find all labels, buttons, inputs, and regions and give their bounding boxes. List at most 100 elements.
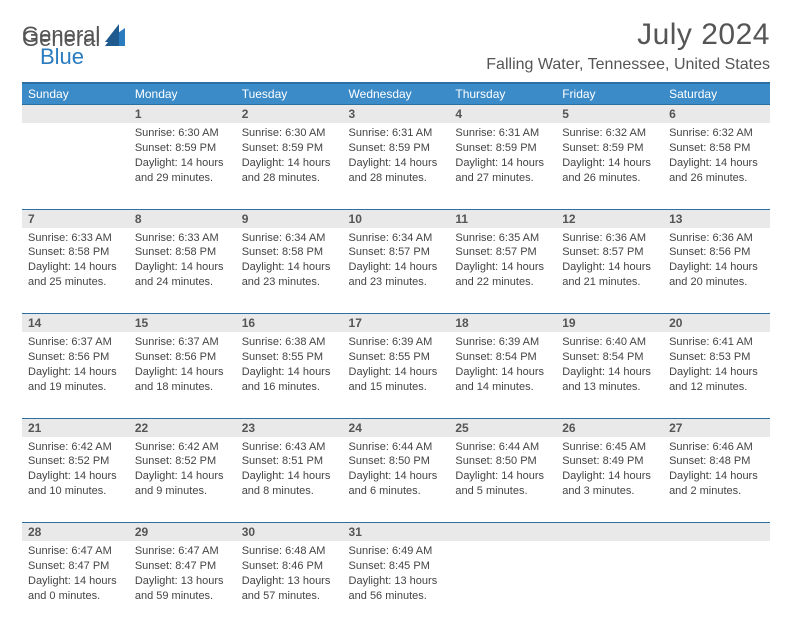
day-content: Sunrise: 6:30 AMSunset: 8:59 PMDaylight:… (236, 123, 343, 191)
day-content: Sunrise: 6:42 AMSunset: 8:52 PMDaylight:… (129, 437, 236, 505)
sunrise-text: Sunrise: 6:34 AM (242, 231, 337, 246)
daynum-cell: 19 (556, 314, 663, 333)
day-number: 20 (663, 314, 770, 332)
daynum-cell: 11 (449, 209, 556, 228)
day-cell: Sunrise: 6:47 AMSunset: 8:47 PMDaylight:… (22, 541, 129, 627)
daynum-cell: 22 (129, 418, 236, 437)
daynum-cell: 1 (129, 105, 236, 124)
day-content: Sunrise: 6:47 AMSunset: 8:47 PMDaylight:… (22, 541, 129, 609)
daylight-text: Daylight: 14 hours and 26 minutes. (669, 156, 764, 186)
sunset-text: Sunset: 8:55 PM (349, 350, 444, 365)
daynum-cell: 21 (22, 418, 129, 437)
day-cell: Sunrise: 6:49 AMSunset: 8:45 PMDaylight:… (343, 541, 450, 627)
sunset-text: Sunset: 8:56 PM (135, 350, 230, 365)
day-content: Sunrise: 6:41 AMSunset: 8:53 PMDaylight:… (663, 332, 770, 400)
day-content: Sunrise: 6:39 AMSunset: 8:55 PMDaylight:… (343, 332, 450, 400)
day-cell: Sunrise: 6:39 AMSunset: 8:54 PMDaylight:… (449, 332, 556, 418)
sunset-text: Sunset: 8:58 PM (135, 245, 230, 260)
sunset-text: Sunset: 8:57 PM (349, 245, 444, 260)
day-cell: Sunrise: 6:44 AMSunset: 8:50 PMDaylight:… (449, 437, 556, 523)
sunrise-text: Sunrise: 6:33 AM (28, 231, 123, 246)
daynum-cell: 30 (236, 523, 343, 542)
day-number: 12 (556, 210, 663, 228)
day-cell (449, 541, 556, 627)
day-number: 17 (343, 314, 450, 332)
daylight-text: Daylight: 14 hours and 0 minutes. (28, 574, 123, 604)
day-cell: Sunrise: 6:40 AMSunset: 8:54 PMDaylight:… (556, 332, 663, 418)
day-content: Sunrise: 6:38 AMSunset: 8:55 PMDaylight:… (236, 332, 343, 400)
sunset-text: Sunset: 8:59 PM (562, 141, 657, 156)
sunrise-text: Sunrise: 6:36 AM (562, 231, 657, 246)
daynum-cell: 13 (663, 209, 770, 228)
day-cell: Sunrise: 6:35 AMSunset: 8:57 PMDaylight:… (449, 228, 556, 314)
day-cell: Sunrise: 6:32 AMSunset: 8:59 PMDaylight:… (556, 123, 663, 209)
day-cell: Sunrise: 6:44 AMSunset: 8:50 PMDaylight:… (343, 437, 450, 523)
sunrise-text: Sunrise: 6:33 AM (135, 231, 230, 246)
day-header: Thursday (449, 83, 556, 105)
sunrise-text: Sunrise: 6:41 AM (669, 335, 764, 350)
day-cell: Sunrise: 6:36 AMSunset: 8:57 PMDaylight:… (556, 228, 663, 314)
day-cell: Sunrise: 6:31 AMSunset: 8:59 PMDaylight:… (343, 123, 450, 209)
brand-mark-icon-2 (105, 28, 125, 51)
daynum-cell: 28 (22, 523, 129, 542)
daynum-cell: 20 (663, 314, 770, 333)
daynum-cell (22, 105, 129, 124)
day-cell: Sunrise: 6:30 AMSunset: 8:59 PMDaylight:… (236, 123, 343, 209)
day-content: Sunrise: 6:44 AMSunset: 8:50 PMDaylight:… (343, 437, 450, 505)
day-cell: Sunrise: 6:31 AMSunset: 8:59 PMDaylight:… (449, 123, 556, 209)
day-cell: Sunrise: 6:38 AMSunset: 8:55 PMDaylight:… (236, 332, 343, 418)
daynum-row: 123456 (22, 105, 770, 124)
day-cell: Sunrise: 6:46 AMSunset: 8:48 PMDaylight:… (663, 437, 770, 523)
week-row: Sunrise: 6:30 AMSunset: 8:59 PMDaylight:… (22, 123, 770, 209)
day-number: 19 (556, 314, 663, 332)
daynum-cell: 7 (22, 209, 129, 228)
sunset-text: Sunset: 8:57 PM (562, 245, 657, 260)
sunset-text: Sunset: 8:58 PM (28, 245, 123, 260)
daylight-text: Daylight: 13 hours and 59 minutes. (135, 574, 230, 604)
sunset-text: Sunset: 8:54 PM (562, 350, 657, 365)
sunrise-text: Sunrise: 6:31 AM (455, 126, 550, 141)
day-number: 23 (236, 419, 343, 437)
day-number: 14 (22, 314, 129, 332)
day-header: Tuesday (236, 83, 343, 105)
sunrise-text: Sunrise: 6:42 AM (28, 440, 123, 455)
daylight-text: Daylight: 14 hours and 15 minutes. (349, 365, 444, 395)
daylight-text: Daylight: 14 hours and 19 minutes. (28, 365, 123, 395)
daylight-text: Daylight: 14 hours and 25 minutes. (28, 260, 123, 290)
location-text: Falling Water, Tennessee, United States (486, 56, 770, 74)
day-content: Sunrise: 6:34 AMSunset: 8:58 PMDaylight:… (236, 228, 343, 296)
daynum-cell: 4 (449, 105, 556, 124)
sunset-text: Sunset: 8:49 PM (562, 454, 657, 469)
sunset-text: Sunset: 8:52 PM (28, 454, 123, 469)
day-header: Friday (556, 83, 663, 105)
day-cell (663, 541, 770, 627)
day-number (22, 105, 129, 109)
day-number: 2 (236, 105, 343, 123)
brand-text-blue: Blue (40, 44, 84, 70)
daylight-text: Daylight: 14 hours and 14 minutes. (455, 365, 550, 395)
sunset-text: Sunset: 8:48 PM (669, 454, 764, 469)
sunset-text: Sunset: 8:53 PM (669, 350, 764, 365)
day-cell: Sunrise: 6:43 AMSunset: 8:51 PMDaylight:… (236, 437, 343, 523)
daylight-text: Daylight: 14 hours and 12 minutes. (669, 365, 764, 395)
sunset-text: Sunset: 8:56 PM (669, 245, 764, 260)
sunset-text: Sunset: 8:59 PM (135, 141, 230, 156)
daylight-text: Daylight: 14 hours and 23 minutes. (242, 260, 337, 290)
day-number: 16 (236, 314, 343, 332)
day-content: Sunrise: 6:36 AMSunset: 8:57 PMDaylight:… (556, 228, 663, 296)
day-cell: Sunrise: 6:42 AMSunset: 8:52 PMDaylight:… (129, 437, 236, 523)
day-number: 29 (129, 523, 236, 541)
sunrise-text: Sunrise: 6:39 AM (349, 335, 444, 350)
daylight-text: Daylight: 14 hours and 20 minutes. (669, 260, 764, 290)
day-content: Sunrise: 6:39 AMSunset: 8:54 PMDaylight:… (449, 332, 556, 400)
day-number: 4 (449, 105, 556, 123)
week-row: Sunrise: 6:37 AMSunset: 8:56 PMDaylight:… (22, 332, 770, 418)
daynum-cell: 8 (129, 209, 236, 228)
day-cell: Sunrise: 6:32 AMSunset: 8:58 PMDaylight:… (663, 123, 770, 209)
day-content: Sunrise: 6:30 AMSunset: 8:59 PMDaylight:… (129, 123, 236, 191)
day-number: 1 (129, 105, 236, 123)
day-number: 24 (343, 419, 450, 437)
day-number: 10 (343, 210, 450, 228)
sunset-text: Sunset: 8:50 PM (349, 454, 444, 469)
day-number: 5 (556, 105, 663, 123)
